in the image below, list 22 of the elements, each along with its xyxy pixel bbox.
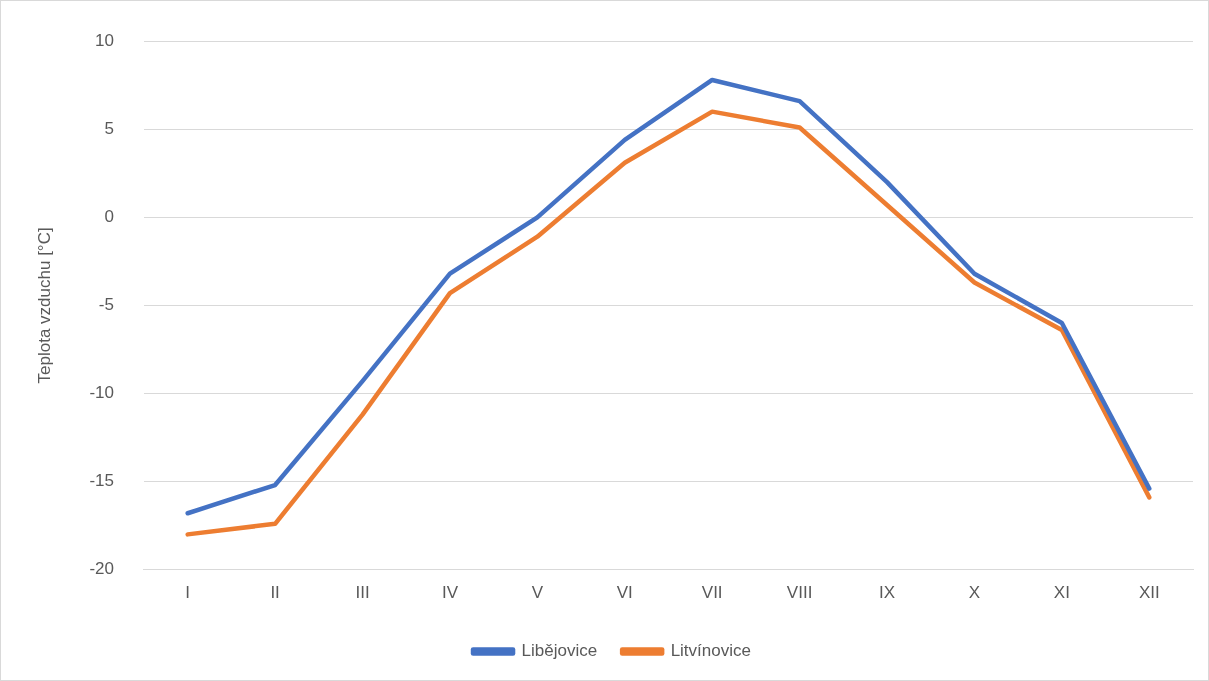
x-tick-label: I bbox=[185, 583, 191, 603]
x-tick-label: XII bbox=[1138, 583, 1160, 603]
x-tick-label: VII bbox=[701, 583, 723, 603]
y-tick-label: -20 bbox=[89, 559, 114, 579]
x-tick-label: X bbox=[968, 583, 981, 603]
x-tick-label: VI bbox=[616, 583, 633, 603]
x-tick-label: XI bbox=[1053, 583, 1070, 603]
x-tick-label: II bbox=[270, 583, 280, 603]
x-tick-label: IV bbox=[441, 583, 459, 603]
x-tick-label: V bbox=[531, 583, 544, 603]
legend-label: Litvínovice bbox=[670, 641, 751, 661]
y-tick-label: -10 bbox=[89, 383, 114, 403]
y-axis-title: Teplota vzduchu [°C] bbox=[34, 227, 54, 384]
x-tick-label: IX bbox=[879, 583, 896, 603]
x-tick-label: III bbox=[355, 583, 370, 603]
y-tick-label: -5 bbox=[98, 295, 114, 315]
legend-label: Libějovice bbox=[521, 641, 598, 661]
x-tick-label: VIII bbox=[786, 583, 813, 603]
y-tick-label: 10 bbox=[95, 30, 114, 50]
y-tick-label: -15 bbox=[89, 471, 114, 491]
y-tick-label: 0 bbox=[104, 207, 114, 227]
y-tick-label: 5 bbox=[104, 118, 114, 138]
